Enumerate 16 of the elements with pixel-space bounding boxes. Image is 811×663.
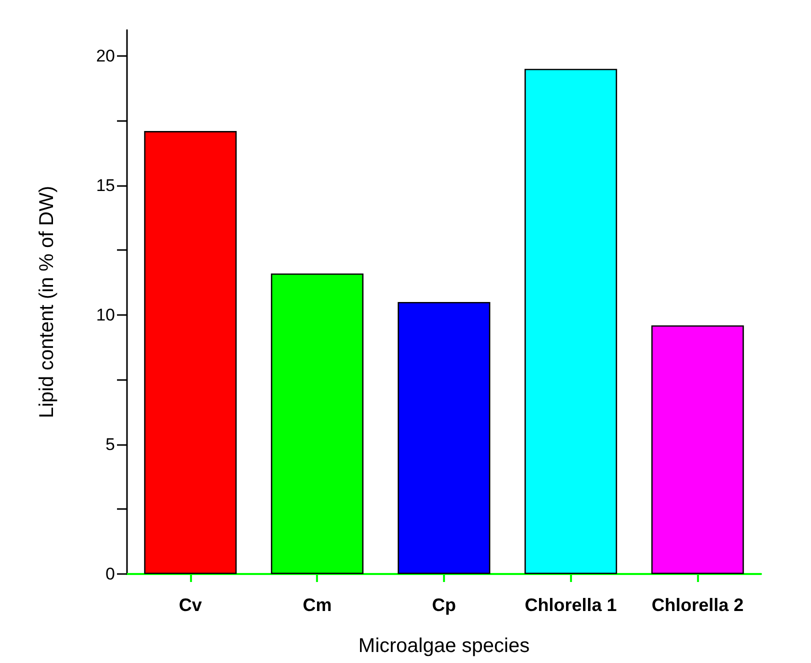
y-tick-label: 0 [106, 564, 115, 584]
x-axis-title: Microalgae species [358, 635, 530, 657]
x-tick-label: Cv [178, 595, 202, 615]
bar [398, 302, 490, 574]
bar [651, 325, 744, 574]
y-tick-label: 5 [106, 434, 115, 454]
y-tick-label: 10 [96, 305, 115, 324]
bar [524, 68, 618, 574]
y-tick-label: 15 [96, 176, 115, 195]
x-tick-label: Chlorella 2 [652, 595, 744, 615]
y-axis-title: Lipid content (in % of DW) [36, 186, 58, 418]
x-tick-label: Cm [302, 595, 332, 615]
y-tick-label: 20 [96, 46, 115, 66]
x-tick-label: Chlorella 1 [524, 595, 617, 615]
bar [144, 131, 237, 574]
x-tick-label: Cp [432, 595, 456, 615]
